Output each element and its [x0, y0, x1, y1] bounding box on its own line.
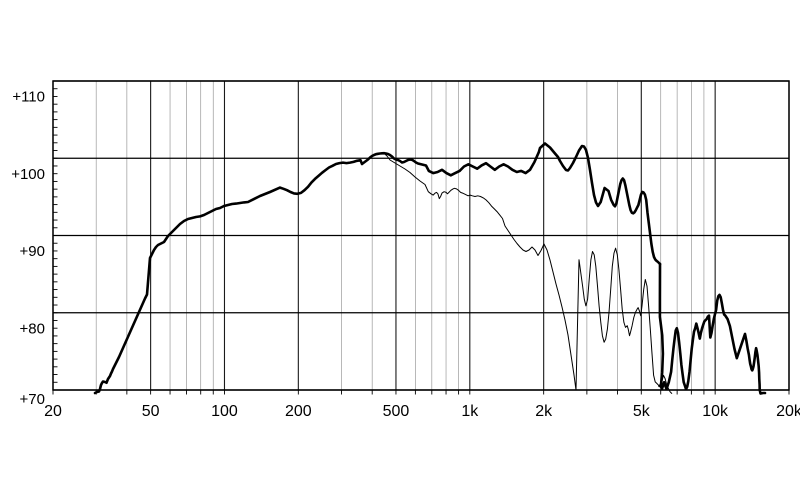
- svg-text:+70: +70: [20, 391, 45, 408]
- svg-text:50: 50: [142, 403, 160, 420]
- svg-text:5k: 5k: [633, 403, 651, 420]
- svg-text:2k: 2k: [535, 403, 553, 420]
- svg-text:+80: +80: [20, 320, 45, 337]
- svg-text:10k: 10k: [702, 403, 729, 420]
- svg-text:20k: 20k: [776, 403, 800, 420]
- svg-text:200: 200: [285, 403, 312, 420]
- svg-text:100: 100: [211, 403, 238, 420]
- svg-text:1k: 1k: [461, 403, 479, 420]
- svg-text:500: 500: [383, 403, 410, 420]
- svg-text:+90: +90: [20, 243, 45, 260]
- svg-text:+100: +100: [11, 166, 45, 183]
- svg-text:20: 20: [44, 403, 62, 420]
- svg-text:+110: +110: [12, 89, 45, 106]
